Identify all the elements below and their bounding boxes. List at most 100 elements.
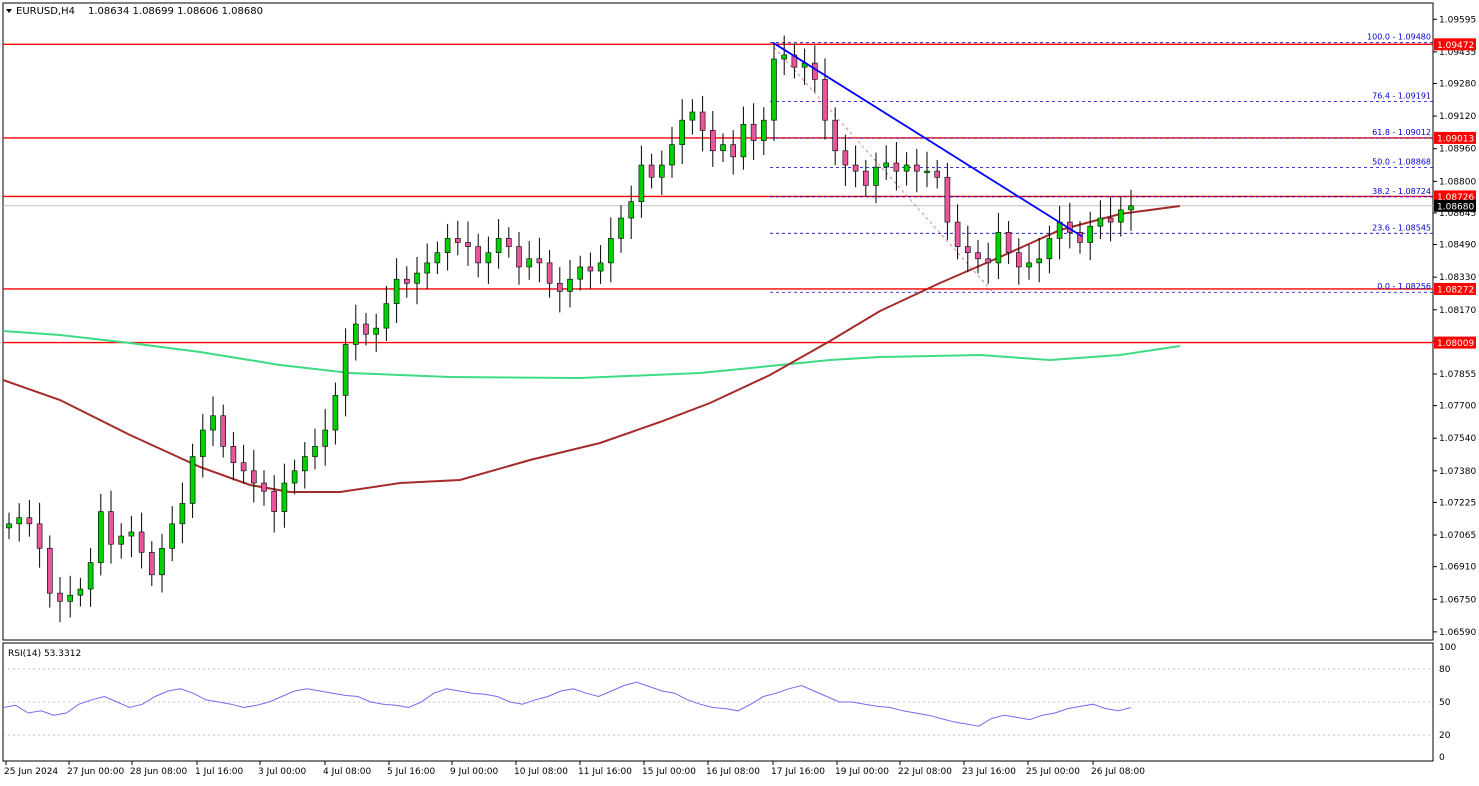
level-tag-label: 1.09013 <box>1437 134 1474 144</box>
candle-bear <box>149 552 155 576</box>
candle-bull <box>924 170 930 173</box>
horizontal-levels <box>3 43 1433 344</box>
time-tick-label: 25 Jun 2024 <box>4 767 58 777</box>
ohlc-readout: 1.08634 1.08699 1.08606 1.08680 <box>88 6 263 17</box>
rsi-tick-label: 50 <box>1439 698 1451 708</box>
price-tick-label: 1.07700 <box>1439 402 1476 412</box>
candle-bear <box>46 547 53 594</box>
candle-bull <box>771 58 777 121</box>
time-tick-label: 15 Jul 00:00 <box>642 767 696 777</box>
candle-bull <box>6 523 12 529</box>
candle-bull <box>200 429 206 457</box>
candle-bull <box>210 415 216 431</box>
candle-bear <box>546 262 553 284</box>
level-tags: 1.09472 1.09013 1.08726 1.08272 1.08009 1.086… <box>1434 38 1476 349</box>
candle-bull <box>1118 209 1124 223</box>
candle-bull <box>720 144 726 152</box>
candle-bear <box>699 111 706 131</box>
fib-level-label: 38.2 - 1.08724 <box>1372 187 1431 196</box>
candle-bear <box>240 462 247 472</box>
candle-bear <box>709 130 716 152</box>
candle-bear <box>852 164 859 172</box>
price-tick-label: 1.09280 <box>1439 79 1476 89</box>
candle-bull <box>1097 217 1104 227</box>
candle-bear <box>516 246 522 268</box>
fibonacci-levels: 100.0 - 1.09480 76.4 - 1.09191 61.8 - 1.09… <box>769 33 1433 293</box>
candle-bear <box>893 162 900 172</box>
price-tick-label: 1.08645 <box>1439 209 1476 219</box>
rsi-label: RSI(14) 53.3312 <box>8 649 81 659</box>
candle-bear <box>842 150 849 166</box>
current-price-label: 1.08680 <box>1437 202 1474 212</box>
main-pane[interactable] <box>2 2 1434 641</box>
time-tick-label: 10 Jul 08:00 <box>514 767 568 777</box>
level-tag <box>1434 38 1476 51</box>
level-tag-label: 1.08726 <box>1437 193 1474 203</box>
candle-bull <box>679 119 686 145</box>
candle-bull <box>618 217 624 239</box>
candle-bull <box>301 456 308 472</box>
candle-bear <box>505 238 512 247</box>
price-tick-label: 1.07855 <box>1439 370 1476 380</box>
candle-bull <box>607 238 614 264</box>
price-tick-label: 1.07540 <box>1439 434 1476 444</box>
time-tick-label: 26 Jul 08:00 <box>1091 767 1145 777</box>
candle-bull <box>322 429 329 447</box>
candle-bull <box>179 503 186 525</box>
price-axis: 1.09595 1.09435 1.09280 1.09120 1.08960 1.088… <box>1433 15 1476 638</box>
price-tick-label: 1.07225 <box>1439 498 1476 508</box>
price-tick-label: 1.06590 <box>1439 628 1476 638</box>
candle-bear <box>587 266 594 272</box>
candle-bull <box>577 266 584 280</box>
level-tag-label: 1.08272 <box>1437 285 1474 295</box>
price-tick-label: 1.08490 <box>1439 241 1476 251</box>
candle-bear <box>403 278 410 284</box>
ma-slow-line <box>2 330 1181 380</box>
time-tick-label: 17 Jul 16:00 <box>771 767 825 777</box>
time-tick-label: 23 Jul 16:00 <box>962 767 1016 777</box>
time-tick-label: 9 Jul 00:00 <box>450 767 499 777</box>
candle-bull <box>383 303 390 329</box>
candle-bull <box>312 446 318 457</box>
candle-bull <box>118 535 124 545</box>
candle-bull <box>1128 205 1134 211</box>
candle-bull <box>373 327 380 335</box>
price-tick-label: 1.08960 <box>1439 145 1476 155</box>
candle-bear <box>822 79 828 121</box>
candle-bull <box>434 252 441 264</box>
fib-level-label: 0.0 - 1.08256 <box>1377 282 1431 291</box>
time-tick-label: 1 Jul 16:00 <box>195 767 244 777</box>
fib-level-label: 23.6 - 1.08545 <box>1372 223 1431 232</box>
candle-bear <box>985 258 992 264</box>
price-tick-label: 1.09595 <box>1439 15 1476 25</box>
candle-bull <box>444 238 451 253</box>
candle-bear <box>811 62 818 80</box>
price-tick-label: 1.08170 <box>1439 306 1476 316</box>
time-tick-label: 22 Jul 08:00 <box>898 767 952 777</box>
candle-bull <box>342 344 349 396</box>
candle-bear <box>730 144 737 158</box>
current-price-tag <box>1434 199 1476 212</box>
time-tick-label: 19 Jul 00:00 <box>835 767 889 777</box>
rsi-line <box>2 681 1132 727</box>
candle-bear <box>536 258 543 264</box>
candle-bull <box>567 278 573 292</box>
time-tick-label: 27 Jun 00:00 <box>67 767 124 777</box>
candle-bear <box>57 592 63 602</box>
candle-bear <box>934 170 941 178</box>
price-tick-label: 1.07380 <box>1439 467 1476 477</box>
candle-bear <box>251 470 257 484</box>
candle-bear <box>648 164 655 178</box>
price-tick-label: 1.07065 <box>1439 531 1476 541</box>
price-tick-label: 1.06910 <box>1439 563 1476 573</box>
rsi-indicator: 100 80 50 20 0 <box>2 643 1456 763</box>
fib-level-label: 61.8 - 1.09012 <box>1372 128 1431 137</box>
candle-bear <box>1015 252 1022 268</box>
level-tag <box>1434 282 1476 295</box>
candle-bull <box>1087 225 1093 243</box>
time-tick-label: 16 Jul 08:00 <box>706 767 760 777</box>
time-tick-label: 4 Jul 08:00 <box>323 767 372 777</box>
collapse-arrow-icon[interactable] <box>6 9 12 13</box>
